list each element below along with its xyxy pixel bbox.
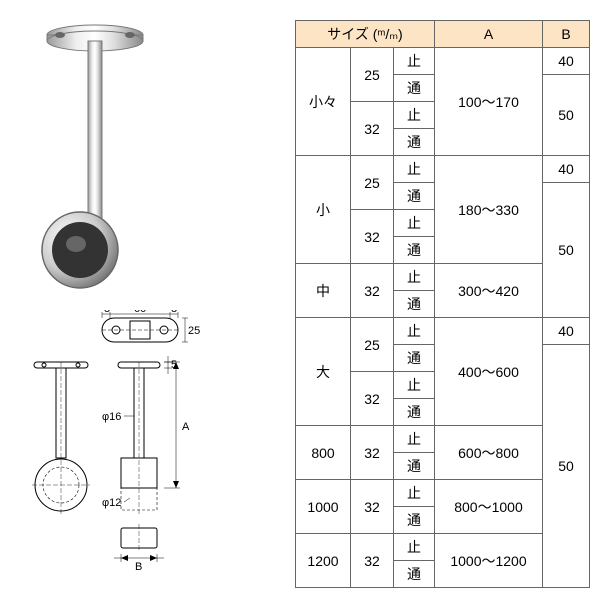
cell-size2: 32 [351,480,394,534]
cell-size2: 25 [351,48,394,102]
cell-size2: 32 [351,426,394,480]
cell-size3: 止 [394,534,435,561]
cell-size3: 通 [394,399,435,426]
cell-size3: 通 [394,237,435,264]
cell-size1: 小 [296,156,351,264]
cell-size3: 止 [394,156,435,183]
dim-B: B [135,561,142,573]
cell-b: 40 [543,156,590,183]
cell-size3: 通 [394,75,435,102]
cell-a: 600～800 [435,426,543,480]
dim-8r: 8 [171,310,177,315]
cell-size3: 止 [394,372,435,399]
spec-table: サイズ (ᵐ/ₘ) A B 小々25止100～17040通5032止通小25止1… [295,20,590,588]
cell-a: 100～170 [435,48,543,156]
cell-size2: 25 [351,156,394,210]
cell-b: 50 [543,183,590,318]
cell-size3: 止 [394,426,435,453]
cell-size3: 止 [394,210,435,237]
cell-size3: 止 [394,264,435,291]
cell-b: 50 [543,75,590,156]
cell-b: 40 [543,318,590,345]
cell-a: 1000～1200 [435,534,543,588]
cell-b: 40 [543,48,590,75]
dim-60: 60 [134,310,146,315]
cell-size3: 止 [394,318,435,345]
table-row: 小々25止100～17040 [296,48,590,75]
cell-size3: 通 [394,507,435,534]
cell-size2: 32 [351,102,394,156]
cell-b: 50 [543,345,590,588]
cell-a: 400～600 [435,318,543,426]
cell-a: 180～330 [435,156,543,264]
cell-size3: 通 [394,291,435,318]
cell-size2: 25 [351,318,394,372]
cell-size1: 800 [296,426,351,480]
cell-size2: 32 [351,210,394,264]
cell-size3: 止 [394,48,435,75]
cell-size1: 1000 [296,480,351,534]
dim-8l: 8 [104,310,110,315]
cell-a: 300～420 [435,264,543,318]
header-a: A [435,21,543,48]
cell-size3: 通 [394,345,435,372]
table-row: 大25止400～60040 [296,318,590,345]
cell-size2: 32 [351,534,394,588]
cell-size3: 止 [394,480,435,507]
cell-size3: 通 [394,183,435,210]
cell-size3: 通 [394,453,435,480]
cell-a: 800～1000 [435,480,543,534]
cell-size1: 1200 [296,534,351,588]
table-header-row: サイズ (ᵐ/ₘ) A B [296,21,590,48]
dim-25: 25 [188,325,200,337]
header-b: B [543,21,590,48]
cell-size3: 通 [394,561,435,588]
cell-size1: 中 [296,264,351,318]
dim-phi16: φ16 [102,411,121,423]
cell-size2: 32 [351,372,394,426]
cell-size1: 大 [296,318,351,426]
dim-A: A [182,421,190,433]
cell-size3: 止 [394,102,435,129]
cell-size3: 通 [394,129,435,156]
technical-diagram: 8 60 8 25 φ16 φ12 5 A B [30,310,230,590]
table-row: 小25止180～33040 [296,156,590,183]
header-size: サイズ (ᵐ/ₘ) [296,21,435,48]
cell-size1: 小々 [296,48,351,156]
cell-size2: 32 [351,264,394,318]
dim-phi12: φ12 [102,497,121,509]
product-image [20,20,170,300]
